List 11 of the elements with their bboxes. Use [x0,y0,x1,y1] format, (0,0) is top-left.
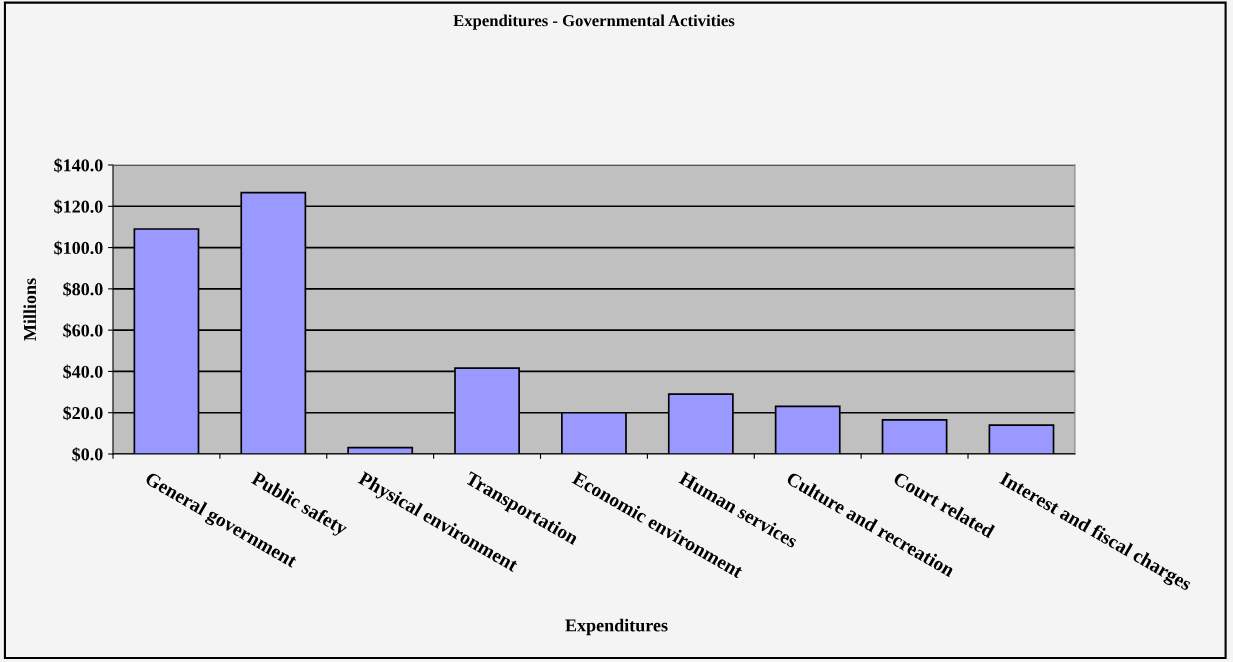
y-tick-label: $100.0 [54,240,103,256]
y-tick-label: $80.0 [63,282,103,297]
y-tick-label: $140.0 [54,158,103,173]
y-tick-label: $20.0 [63,405,103,421]
y-tick-label: $120.0 [54,199,103,214]
y-tick-label: $0.0 [72,447,103,462]
y-tick-label: $60.0 [63,323,103,338]
chart-title: Expenditures - Governmental Activities [453,14,735,30]
y-tick-label: $40.0 [63,364,103,380]
y-axis-title: Millions [23,278,37,341]
x-axis-title: Expenditures [565,618,668,636]
